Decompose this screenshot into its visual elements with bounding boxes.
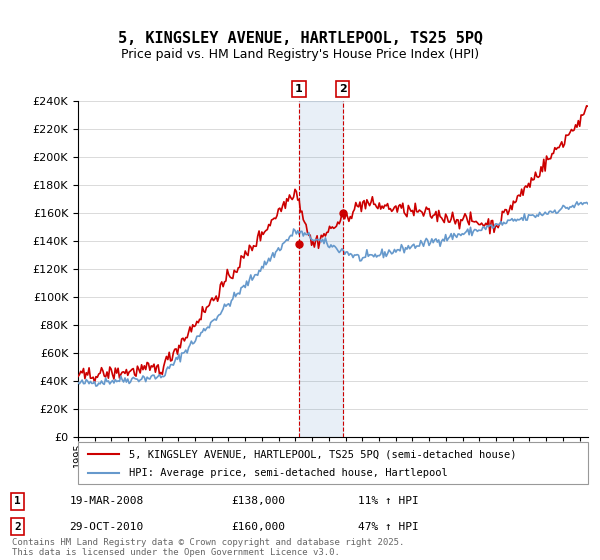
- Text: 47% ↑ HPI: 47% ↑ HPI: [358, 521, 418, 531]
- Text: 1: 1: [14, 496, 21, 506]
- Text: 29-OCT-2010: 29-OCT-2010: [70, 521, 144, 531]
- Text: £160,000: £160,000: [231, 521, 285, 531]
- Text: 5, KINGSLEY AVENUE, HARTLEPOOL, TS25 5PQ (semi-detached house): 5, KINGSLEY AVENUE, HARTLEPOOL, TS25 5PQ…: [129, 449, 517, 459]
- Text: 11% ↑ HPI: 11% ↑ HPI: [358, 496, 418, 506]
- Text: 2: 2: [14, 521, 21, 531]
- Text: £138,000: £138,000: [231, 496, 285, 506]
- Text: Price paid vs. HM Land Registry's House Price Index (HPI): Price paid vs. HM Land Registry's House …: [121, 48, 479, 60]
- FancyBboxPatch shape: [78, 442, 588, 484]
- Bar: [299, 101, 343, 437]
- Text: 19-MAR-2008: 19-MAR-2008: [70, 496, 144, 506]
- Text: HPI: Average price, semi-detached house, Hartlepool: HPI: Average price, semi-detached house,…: [129, 468, 448, 478]
- Text: 2: 2: [339, 84, 347, 94]
- Text: Contains HM Land Registry data © Crown copyright and database right 2025.
This d: Contains HM Land Registry data © Crown c…: [12, 538, 404, 557]
- Text: 5, KINGSLEY AVENUE, HARTLEPOOL, TS25 5PQ: 5, KINGSLEY AVENUE, HARTLEPOOL, TS25 5PQ: [118, 31, 482, 46]
- Text: 1: 1: [295, 84, 303, 94]
